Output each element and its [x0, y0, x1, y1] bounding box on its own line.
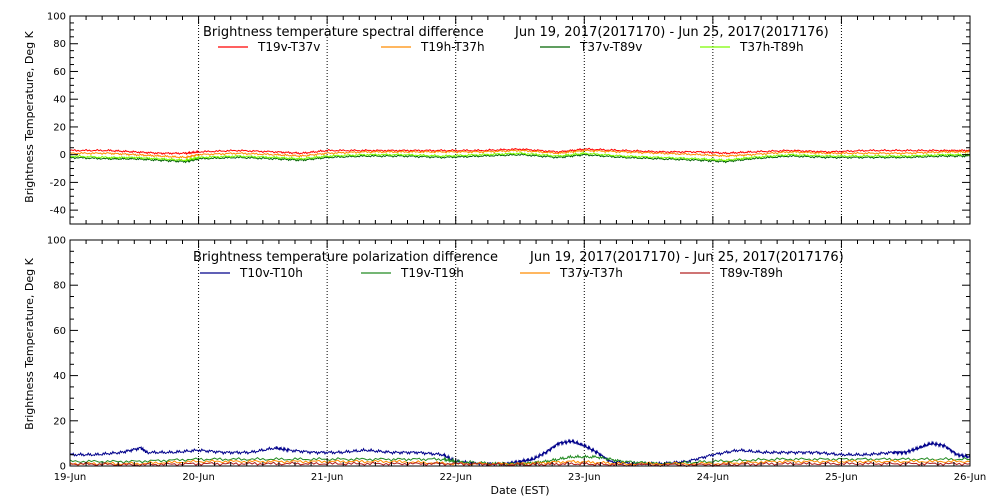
bottom-y-tick-label: 0 — [60, 462, 66, 473]
top-panel-y-axis-label: Brightness Temperature, Deg K — [23, 30, 36, 202]
x-tick-label: 25-Jun — [825, 472, 858, 483]
bottom-y-tick-label: 40 — [53, 371, 66, 382]
top-panel-y-ticks: -40 -20 0 20 40 60 80 100 — [47, 12, 971, 225]
top-panel: Brightness temperature spectral differen… — [23, 12, 971, 225]
top-y-tick-label: 0 — [60, 150, 66, 161]
top-legend-label: T19h-T37h — [420, 40, 485, 54]
x-tick-label: 22-Jun — [439, 472, 472, 483]
x-tick-label: 26-Jun — [954, 472, 987, 483]
bottom-y-tick-label: 60 — [53, 326, 66, 337]
bottom-legend-label: T19v-T19h — [400, 266, 464, 280]
bottom-panel-title: Brightness temperature polarization diff… — [193, 250, 498, 265]
bottom-panel-legend: T10v-T10h T19v-T19h T37v-T37h T89v-T89h — [200, 266, 783, 280]
bottom-panel-date-range: Jun 19, 2017(2017170) - Jun 25, 2017(201… — [529, 250, 844, 265]
top-series-t19v-t37v — [69, 147, 971, 156]
x-tick-label: 21-Jun — [311, 472, 344, 483]
bottom-y-tick-label: 100 — [47, 236, 66, 247]
top-panel-title: Brightness temperature spectral differen… — [203, 25, 484, 40]
bottom-legend-label: T89v-T89h — [719, 266, 783, 280]
bottom-y-tick-label: 20 — [53, 416, 66, 427]
bottom-legend-label: T10v-T10h — [239, 266, 303, 280]
top-series-t37h-t89h — [69, 151, 971, 162]
top-panel-series — [69, 147, 971, 164]
top-y-tick-label: -40 — [50, 206, 66, 217]
x-axis-ticks: 19-Jun 20-Jun 21-Jun 22-Jun 23-Jun 24-Jun 25-J… — [54, 472, 987, 483]
top-panel-date-range: Jun 19, 2017(2017170) - Jun 25, 2017(201… — [514, 25, 829, 40]
top-y-tick-label: 20 — [53, 122, 66, 133]
top-y-tick-label: 80 — [53, 39, 66, 50]
top-y-tick-label: 40 — [53, 95, 66, 106]
x-tick-label: 24-Jun — [697, 472, 730, 483]
top-series-t19h-t37h — [69, 149, 971, 159]
bottom-legend-label: T37v-T37h — [559, 266, 623, 280]
bottom-panel-y-ticks: 0 20 40 60 80 100 — [47, 236, 971, 473]
x-tick-label: 23-Jun — [568, 472, 601, 483]
top-legend-label: T37v-T89v — [579, 40, 642, 54]
bottom-y-tick-label: 80 — [53, 281, 66, 292]
x-tick-label: 19-Jun — [54, 472, 87, 483]
bottom-panel: Brightness temperature polarization diff… — [23, 236, 986, 498]
bottom-panel-frame — [69, 239, 971, 467]
top-panel-frame — [69, 15, 971, 225]
top-legend-label: T37h-T89h — [739, 40, 804, 54]
top-legend-label: T19v-T37v — [257, 40, 320, 54]
top-panel-legend: T19v-T37v T19h-T37h T37v-T89v T37h-T89h — [218, 40, 804, 54]
bottom-series-t10v-t10h — [69, 438, 971, 467]
top-y-tick-label: -20 — [50, 178, 66, 189]
top-y-tick-label: 60 — [53, 67, 66, 78]
x-axis-label: Date (EST) — [490, 484, 549, 497]
bottom-panel-y-axis-label: Brightness Temperature, Deg K — [23, 257, 36, 429]
x-tick-label: 20-Jun — [182, 472, 215, 483]
top-y-tick-label: 100 — [47, 12, 66, 23]
